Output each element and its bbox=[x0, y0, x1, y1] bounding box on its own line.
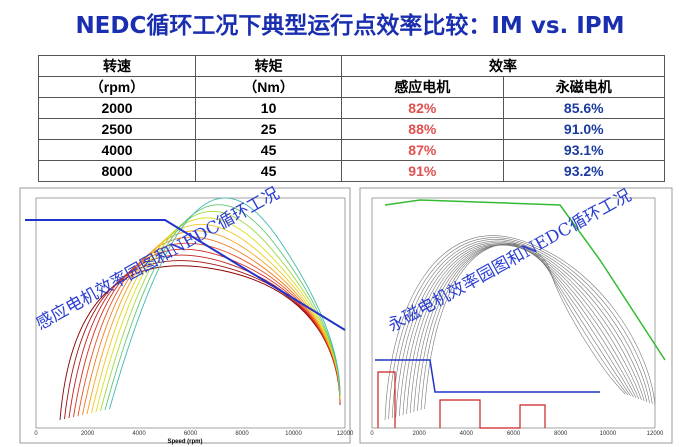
x-tick-label: 10000 bbox=[285, 431, 302, 437]
contour bbox=[413, 244, 634, 413]
x-tick-label: 0 bbox=[370, 431, 374, 437]
cell: 93.2% bbox=[502, 160, 666, 182]
contour bbox=[100, 210, 341, 412]
contour bbox=[109, 197, 341, 410]
contour bbox=[399, 242, 645, 417]
x-tick-label: 0 bbox=[34, 431, 38, 437]
contour bbox=[395, 240, 648, 418]
x-tick-label: 8000 bbox=[554, 431, 568, 437]
contour bbox=[388, 237, 653, 420]
x-tick-label: 8000 bbox=[235, 431, 249, 437]
figure-frame bbox=[359, 187, 673, 444]
contour bbox=[420, 244, 629, 411]
subheader-cell: 永磁电机 bbox=[502, 76, 666, 98]
subheader-cell: （rpm） bbox=[37, 76, 197, 98]
efficiency-table: 转速 转矩 效率 （rpm） （Nm） 感应电机 永磁电机 2000 10 82% 8… bbox=[37, 55, 666, 182]
contours bbox=[59, 197, 656, 421]
cell: 2500 bbox=[37, 118, 197, 140]
x-tick-label: 2000 bbox=[81, 431, 95, 437]
contour bbox=[417, 244, 631, 412]
torque-envelope bbox=[25, 219, 346, 331]
cycle-line bbox=[375, 359, 600, 393]
cell: 8000 bbox=[37, 160, 197, 182]
x-tick-label: 6000 bbox=[507, 431, 521, 437]
subheader-cell: （Nm） bbox=[195, 76, 343, 98]
x-tick-label: 10000 bbox=[599, 431, 616, 437]
x-axis-label: Speed (rpm) bbox=[167, 439, 202, 445]
contour bbox=[424, 243, 626, 410]
cell: 93.1% bbox=[502, 139, 666, 161]
contour bbox=[391, 239, 650, 419]
x-tick-label: 4000 bbox=[460, 431, 474, 437]
cycle-line bbox=[439, 399, 546, 429]
x-tick-label: 12000 bbox=[647, 431, 664, 437]
contour bbox=[104, 204, 341, 411]
plot-area bbox=[35, 197, 346, 429]
cell: 91% bbox=[341, 160, 504, 182]
title: NEDC循环工况下典型运行点效率比较：IM vs. IPM bbox=[75, 13, 625, 39]
x-tick-label: 2000 bbox=[412, 431, 426, 437]
x-tick-label: 12000 bbox=[337, 431, 354, 437]
figure-frame bbox=[19, 187, 351, 444]
x-tick-label: 6000 bbox=[184, 431, 198, 437]
contour bbox=[384, 235, 656, 421]
cell: 45 bbox=[195, 160, 343, 182]
x-tick-label: 4000 bbox=[132, 431, 146, 437]
cycle-line bbox=[377, 371, 396, 428]
torque-envelope bbox=[384, 199, 666, 361]
